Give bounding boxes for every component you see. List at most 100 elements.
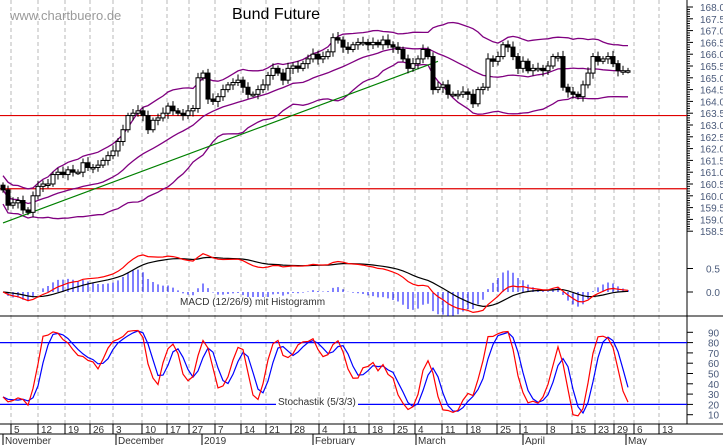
candle [600,56,606,65]
candle-body [510,46,516,58]
candle [265,71,271,91]
candle [165,102,171,119]
candle [115,137,121,157]
candle [445,79,451,99]
date-tick-label: 15 [575,425,587,436]
candle [465,88,471,100]
candle-body [35,185,41,197]
macd-tick-label: 0.0 [706,288,720,299]
price-tick-label: 162.5 [700,133,723,144]
candle [255,85,261,100]
candle [485,53,491,91]
candle [585,67,591,89]
stoch-tick-label: 30 [708,390,720,401]
candle [240,76,246,93]
candle [230,78,236,90]
date-tick-label: 26 [93,425,105,436]
candle [135,105,141,117]
candle-body [505,44,511,48]
candle-body [200,72,206,79]
price-tick-label: 161.0 [700,168,723,179]
candle [590,53,596,79]
date-tick-label: 28 [294,425,306,436]
candle [160,107,166,122]
candle [570,87,576,99]
macd-label: MACD (12/26/9) mit Histogramm [178,297,328,308]
candle [565,83,571,98]
candle-body [410,63,416,69]
candle [200,70,206,81]
stochastic-k-line [2,329,629,417]
candle-body [600,58,606,62]
candle-body [625,70,631,73]
candle-body [480,86,486,91]
candle-body [185,110,191,117]
candle [150,117,156,133]
candle-body [270,67,276,76]
candle-body [610,56,616,65]
price-tick-label: 159.0 [700,215,723,226]
candle [385,34,391,49]
candle [10,197,16,209]
candle [500,41,506,60]
candle-body [290,65,296,69]
candle [370,37,376,50]
price-tick-label: 163.5 [700,109,723,120]
candle-body [70,169,76,173]
price-tick-label: 165.0 [700,74,723,85]
candle-body [175,110,181,114]
stoch-tick-label: 20 [708,400,720,411]
candle-body [620,70,626,73]
candle [155,113,161,126]
candle-body [120,129,126,143]
date-tick-label: 4 [418,425,424,436]
candle-body [400,48,406,60]
candle-body [320,56,326,60]
candle [55,167,61,180]
candle [405,54,411,74]
candle [140,107,146,122]
candle [320,51,326,64]
date-tick-label: 12 [41,425,53,436]
date-tick-label: 10 [145,425,157,436]
date-tick-label: 25 [397,425,409,436]
price-tick-label: 158.5 [700,227,723,238]
candle-body [420,48,426,60]
candle-body [345,46,351,50]
date-tick-label: 8 [550,425,556,436]
candle [430,52,436,95]
candle [25,207,31,216]
candle [390,41,396,53]
candle-body [90,166,96,170]
candle-body [525,60,531,72]
candle-body [395,46,401,50]
candle-body [5,189,11,206]
trendline [2,60,439,224]
candle [180,108,186,121]
candle [50,171,56,187]
candle-body [130,112,136,117]
candle [5,185,11,211]
candle-body [405,58,411,69]
candle [195,72,201,113]
candle-body [540,67,546,72]
price-tick-label: 168.0 [700,3,723,14]
stoch-tick-label: 50 [708,370,720,381]
month-label: December [118,436,165,445]
candle [460,86,466,98]
candle-body [170,105,176,112]
candle [620,65,626,75]
candle-body [20,200,26,211]
month-label: 2019 [204,436,227,445]
candle [410,57,416,72]
candle-body [310,53,316,60]
candle-body [450,93,456,97]
candle-body [330,37,336,53]
date-tick-label: 6 [637,425,643,436]
candle-body [485,58,491,88]
candle [310,48,316,63]
candle-body [230,82,236,86]
date-tick-label: 14 [244,425,256,436]
candle [490,55,496,67]
candle-body [215,96,221,102]
